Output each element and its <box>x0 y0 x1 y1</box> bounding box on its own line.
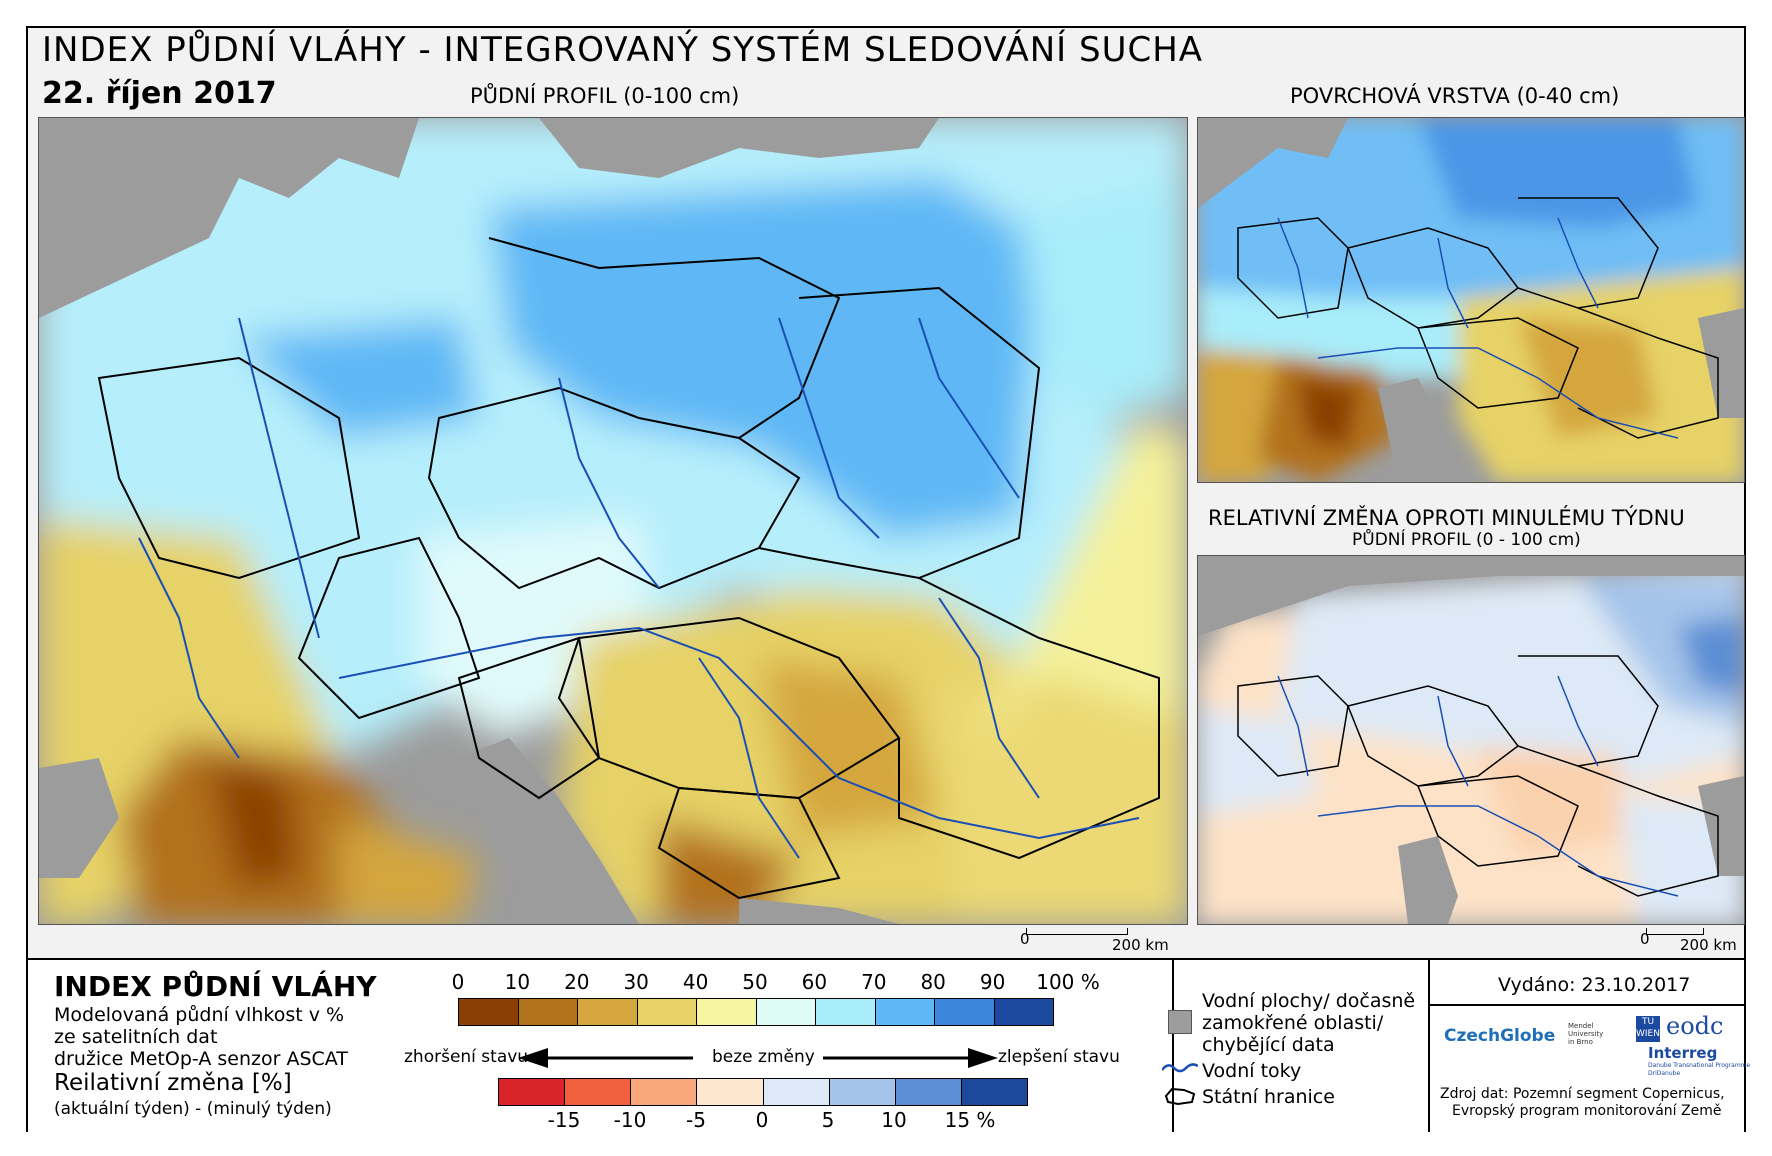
moisture-tick: 40 <box>682 970 709 994</box>
moisture-swatch <box>994 999 1053 1025</box>
moisture-swatch <box>637 999 697 1025</box>
better-label: zlepšení stavu <box>998 1047 1120 1067</box>
issued-divider <box>1430 1004 1744 1006</box>
change-swatch <box>631 1079 698 1105</box>
moisture-tick: 30 <box>623 970 649 994</box>
legend-panel: INDEX PŮDNÍ VLÁHY Modelovaná půdní vlhko… <box>28 958 1750 1132</box>
mendel-logo: Mendel University in Brno <box>1568 1022 1604 1046</box>
main-scale-zero: 0 <box>1020 930 1030 948</box>
main-map-label: PŮDNÍ PROFIL (0-100 cm) <box>470 84 740 108</box>
dridanube-logo: DriDanube <box>1648 1070 1681 1077</box>
change-tick: -5 <box>686 1108 706 1132</box>
legend-desc-1: Modelovaná půdní vlhkost v % <box>54 1004 345 1026</box>
main-scale-max: 200 km <box>1112 936 1169 954</box>
legend-divider-1 <box>1172 960 1174 1132</box>
surface-map-graphic <box>1198 118 1744 482</box>
change-swatch <box>565 1079 632 1105</box>
moisture-swatch <box>756 999 816 1025</box>
river-symbol <box>1162 1063 1198 1073</box>
change-swatch <box>499 1079 566 1105</box>
rivers-label: Vodní toky <box>1202 1060 1302 1082</box>
moisture-swatch <box>459 999 519 1025</box>
moisture-tick: 20 <box>564 970 590 994</box>
change-map-graphic <box>1198 556 1744 924</box>
water-label-3: chybějící data <box>1202 1034 1335 1056</box>
source-line-1: Zdroj dat: Pozemní segment Copernicus, <box>1440 1086 1725 1102</box>
small-scale-zero: 0 <box>1640 930 1650 948</box>
relative-change-map[interactable] <box>1197 555 1745 925</box>
source-line-2: Evropský program monitorování Země <box>1452 1103 1722 1119</box>
change-tick: 0 <box>755 1108 769 1132</box>
moisture-swatch <box>518 999 578 1025</box>
page-title: INDEX PŮDNÍ VLÁHY - INTEGROVANÝ SYSTÉM S… <box>42 30 1204 70</box>
change-swatch <box>763 1079 830 1105</box>
borders-label: Státní hranice <box>1202 1086 1335 1108</box>
worse-label: zhoršení stavu <box>404 1047 529 1067</box>
moisture-swatch <box>875 999 935 1025</box>
legend-change-title: Reilativní změna [%] <box>54 1070 292 1096</box>
change-map-label: RELATIVNÍ ZMĚNA OPROTI MINULÉMU TÝDNU <box>1208 506 1685 530</box>
trend-arrows <box>518 1048 998 1068</box>
main-map-graphic <box>39 118 1187 924</box>
legend-title: INDEX PŮDNÍ VLÁHY <box>54 970 377 1003</box>
legend-change-desc: (aktuální týden) - (minulý týden) <box>54 1099 332 1119</box>
border-symbol <box>1164 1087 1196 1106</box>
change-swatch <box>829 1079 896 1105</box>
moisture-tick: 90 <box>979 970 1006 994</box>
change-tick: -10 <box>613 1108 647 1132</box>
moisture-colorbar <box>458 998 1054 1026</box>
main-soil-moisture-map[interactable] <box>38 117 1188 925</box>
moisture-tick: 50 <box>742 970 768 994</box>
surface-map-label: POVRCHOVÁ VRSTVA (0-40 cm) <box>1290 84 1620 108</box>
eodc-logo: eodc <box>1666 1012 1724 1040</box>
moisture-swatch <box>697 999 757 1025</box>
change-tick: 10 <box>881 1108 907 1132</box>
issued-date: Vydáno: 23.10.2017 <box>1498 974 1691 996</box>
moisture-tick: 60 <box>801 970 828 994</box>
interreg-sub: Danube Transnational Programme <box>1648 1062 1751 1069</box>
change-swatch <box>895 1079 962 1105</box>
interreg-logo: Interreg <box>1648 1044 1718 1062</box>
change-tick: -15 <box>547 1108 581 1132</box>
moisture-swatch <box>935 999 995 1025</box>
water-label-2: zamokřené oblasti/ <box>1202 1012 1384 1034</box>
change-swatch <box>697 1079 764 1105</box>
water-swatch <box>1168 1010 1192 1034</box>
change-tick: 5 <box>821 1108 835 1132</box>
small-scale-bar <box>1646 928 1704 935</box>
nochange-label: beze změny <box>712 1047 815 1067</box>
legend-divider-2 <box>1428 960 1430 1132</box>
surface-layer-map[interactable] <box>1197 117 1745 483</box>
moisture-tick: 10 <box>504 970 531 994</box>
moisture-tick: 80 <box>920 970 946 994</box>
change-swatch <box>961 1079 1027 1105</box>
water-label-1: Vodní plochy/ dočasně <box>1202 990 1416 1012</box>
moisture-swatch <box>578 999 638 1025</box>
tuwien-logo: TU WIEN <box>1636 1016 1660 1042</box>
change-tick: 15 % <box>944 1108 996 1132</box>
legend-desc-3: družice MetOp-A senzor ASCAT <box>54 1048 348 1070</box>
change-map-sublabel: PŮDNÍ PROFIL (0 - 100 cm) <box>1352 530 1581 550</box>
moisture-tick: 100 % <box>1036 970 1100 994</box>
main-scale-bar <box>1026 928 1128 935</box>
moisture-tick: 70 <box>861 970 887 994</box>
moisture-tick: 0 <box>451 970 465 994</box>
moisture-swatch <box>816 999 876 1025</box>
change-colorbar <box>498 1078 1028 1106</box>
czechglobe-logo: CzechGlobe <box>1444 1026 1556 1046</box>
page-date: 22. říjen 2017 <box>42 76 277 111</box>
small-scale-max: 200 km <box>1680 936 1737 954</box>
legend-desc-2: ze satelitních dat <box>54 1026 218 1048</box>
